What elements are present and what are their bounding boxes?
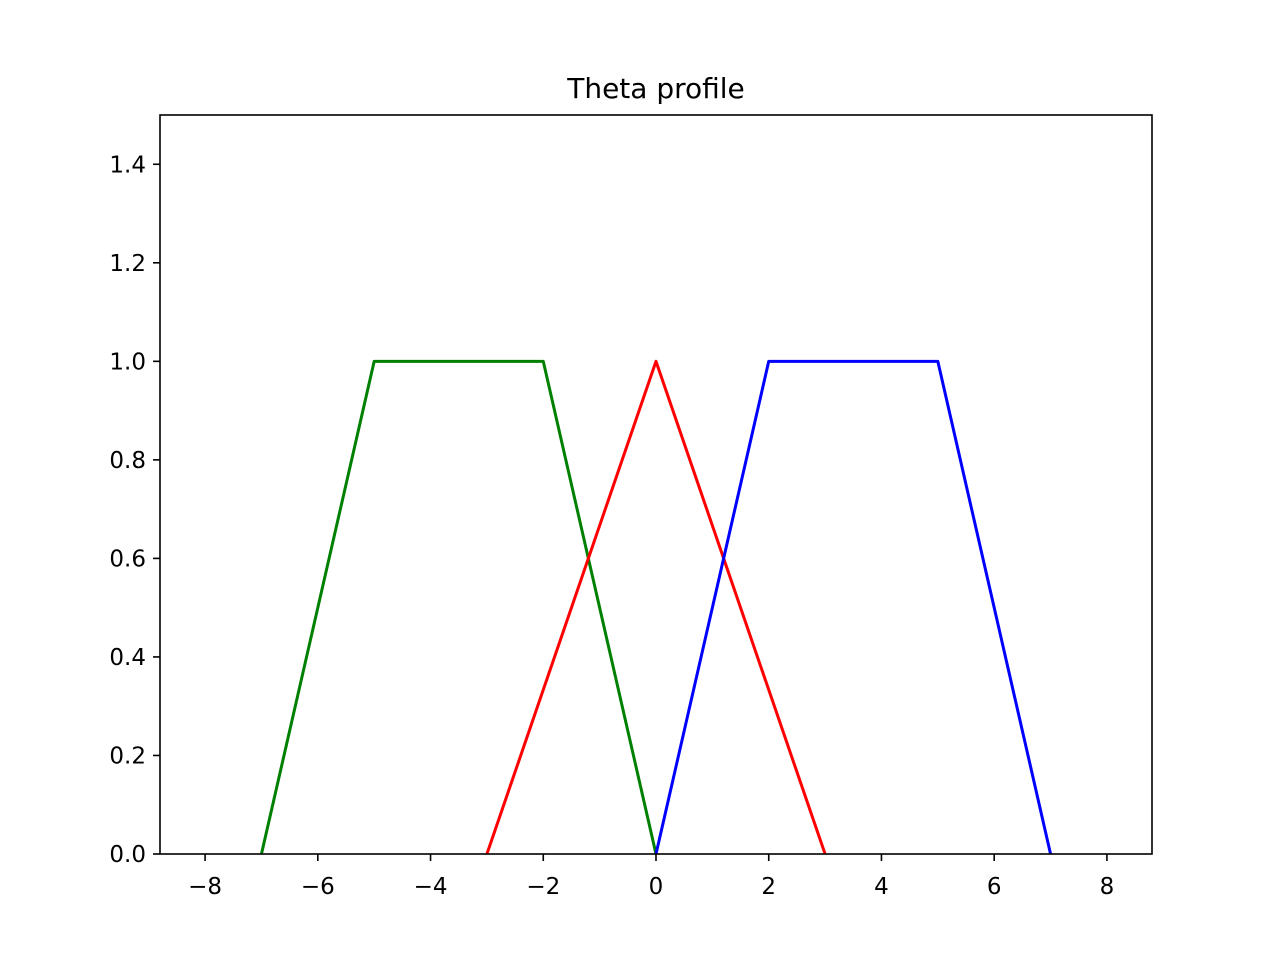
y-axis: 0.0 0.2 0.4 0.6 0.8 1.0 1.2 1.4	[109, 152, 160, 868]
y-tick-label: 1.0	[109, 349, 146, 375]
y-tick-label: 0.0	[109, 842, 146, 868]
plot-frame	[159, 114, 1153, 855]
x-tick-label: 2	[761, 874, 776, 900]
x-tick-label: 0	[649, 874, 664, 900]
series-line-3	[654, 359, 1053, 855]
x-tick-label: −4	[414, 874, 448, 900]
y-tick-label: 0.4	[109, 645, 146, 671]
series-line-1	[259, 359, 658, 855]
y-tick-label: 0.6	[109, 546, 146, 572]
series-layer	[259, 359, 1053, 855]
x-axis: −8 −6 −4 −2 0 2 4 6 8	[188, 854, 1114, 900]
y-tick-label: 0.8	[109, 448, 146, 474]
y-tick-label: 0.2	[109, 743, 146, 769]
chart-title: Theta profile	[566, 72, 745, 105]
y-tick-label: 1.4	[109, 152, 146, 178]
y-tick-label: 1.2	[109, 251, 146, 277]
series-line-2	[485, 359, 827, 855]
x-tick-label: −6	[301, 874, 335, 900]
x-tick-label: 6	[987, 874, 1002, 900]
x-tick-label: 4	[874, 874, 889, 900]
x-tick-label: −8	[188, 874, 222, 900]
x-tick-label: 8	[1100, 874, 1115, 900]
x-tick-label: −2	[526, 874, 560, 900]
